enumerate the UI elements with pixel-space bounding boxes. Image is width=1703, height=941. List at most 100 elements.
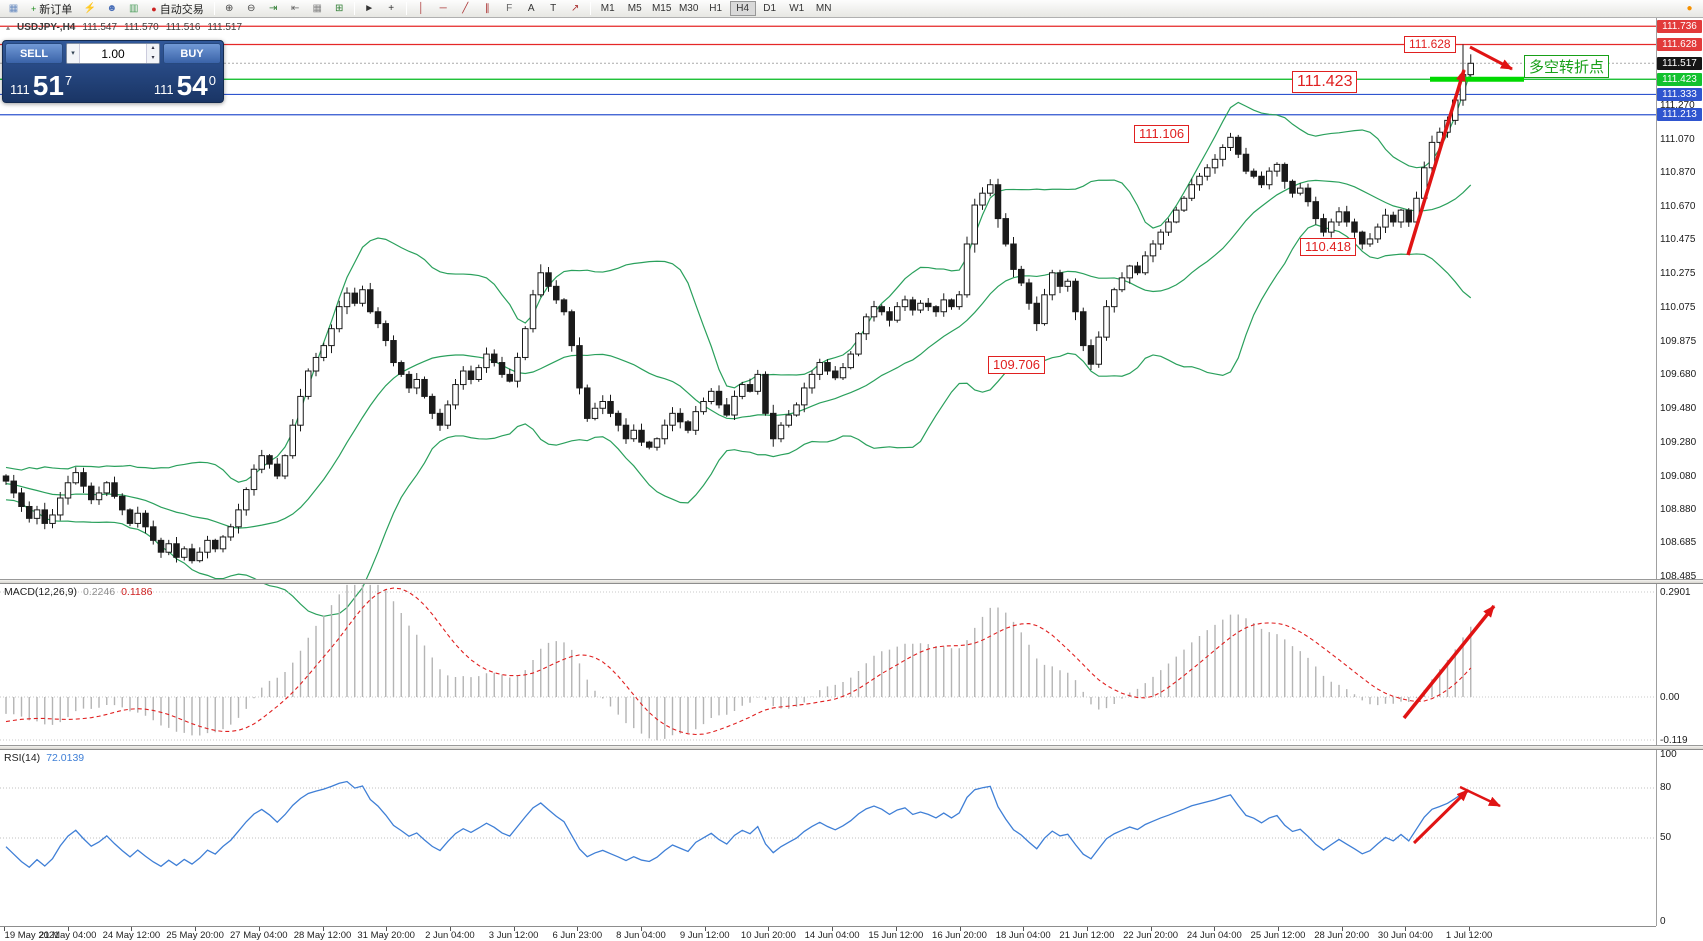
time-axis-label: 16 Jun 20:00: [932, 930, 987, 941]
label-icon: T: [550, 3, 557, 14]
trade-panel-controls: SELL ▾ ▴▾ BUY: [3, 41, 223, 66]
new-order-button[interactable]: + 新订单: [25, 1, 78, 16]
rsi-panel: [0, 780, 1656, 869]
price-annotation[interactable]: 111.423: [1292, 71, 1358, 93]
vertical-line-icon[interactable]: │: [411, 1, 432, 16]
zoom-out-icon[interactable]: ⊖: [241, 1, 262, 16]
timeframe-button-h4[interactable]: H4: [729, 1, 756, 16]
timeframe-button-d1[interactable]: D1: [757, 1, 783, 16]
price-level-box: 111.517: [1657, 56, 1702, 70]
time-axis-tick: [1405, 927, 1407, 931]
time-axis-tick: [322, 927, 324, 931]
crosshair-icon: +: [388, 3, 395, 14]
auto-scroll-icon: ⇥: [269, 3, 278, 14]
price-annotation[interactable]: 111.106: [1134, 125, 1190, 144]
time-axis[interactable]: 19 May 2021 21 May 04:00 24 May 12:00 25 Ma…: [0, 926, 1656, 941]
bollinger-lower: [5, 224, 1472, 617]
time-axis-label: 6 Jun 23:00: [552, 930, 603, 941]
price-axis-label: 110.075: [1660, 302, 1696, 313]
auto-scroll-icon[interactable]: ⇥: [263, 1, 284, 16]
arrows-icon[interactable]: ↗: [565, 1, 586, 16]
cursor-icon[interactable]: ►: [359, 1, 380, 16]
time-axis-tick: [513, 927, 515, 931]
time-axis-label: 25 May 20:00: [166, 930, 224, 941]
sell-button[interactable]: SELL: [5, 43, 63, 64]
volume-dropdown-icon[interactable]: ▾: [67, 44, 80, 63]
bar-high-value: 111.570: [124, 22, 159, 33]
time-axis-label: 28 Jun 20:00: [1314, 930, 1370, 941]
rsi-axis-label: 80: [1660, 782, 1672, 794]
time-axis-label: 21 Jun 12:00: [1059, 930, 1115, 941]
time-axis-tick: [1278, 927, 1279, 931]
chart-shift-icon[interactable]: ⇤: [285, 1, 306, 16]
grid-icon[interactable]: ▦: [307, 1, 328, 16]
new-window-icon[interactable]: ⊞: [329, 1, 350, 16]
label-icon[interactable]: T: [543, 1, 564, 16]
charts-icon[interactable]: ▦: [3, 1, 24, 16]
price-annotation[interactable]: 110.418: [1300, 238, 1357, 257]
vertical-line-icon: │: [418, 3, 425, 14]
chart-mode-icon: ▥: [129, 3, 139, 14]
notification-icon[interactable]: ●: [1679, 1, 1700, 16]
channel-icon: ∥: [484, 3, 490, 14]
turning-point-note[interactable]: 多空转折点: [1524, 55, 1610, 78]
spinner-up-icon[interactable]: ▴: [151, 45, 155, 51]
price-axis[interactable]: 111.270 111.070 110.870 110.670 110.475 110.2…: [1657, 18, 1703, 927]
panel-separator-rsi[interactable]: [0, 745, 1703, 750]
macd-main-value: 0.2246: [82, 586, 116, 598]
zoom-in-icon: ⊕: [225, 3, 234, 14]
macd-label: MACD(12,26,9) 0.2246 0.1186: [4, 586, 152, 598]
price-level-box: 111.333: [1657, 87, 1702, 101]
new-order-icon: +: [31, 3, 37, 14]
trend-arrows: [1402, 45, 1513, 845]
time-axis-label: 3 Jun 12:00: [488, 930, 539, 941]
lightning-icon[interactable]: ⚡: [79, 1, 100, 16]
timeframe-button-m5[interactable]: M5: [622, 1, 648, 16]
channel-icon[interactable]: ∥: [477, 1, 498, 16]
red-trend-arrow: [1469, 45, 1513, 71]
horizontal-line-icon[interactable]: ─: [433, 1, 454, 16]
price-level-box: 111.736: [1657, 19, 1702, 33]
symbol-name: USDJPY-,H4: [17, 22, 76, 33]
price-annotation[interactable]: 109.706: [988, 356, 1045, 375]
profile-icon[interactable]: ☻: [101, 1, 122, 16]
notification-icon: ●: [1686, 3, 1693, 14]
rsi-name: RSI(14): [4, 752, 41, 764]
spinner-down-icon[interactable]: ▾: [151, 54, 155, 61]
buy-price-prefix: 111: [153, 82, 174, 97]
toolbar-separator: [405, 2, 407, 15]
timeframe-button-h1[interactable]: H1: [703, 1, 729, 16]
timeframe-button-w1[interactable]: W1: [784, 1, 810, 16]
crosshair-icon[interactable]: +: [381, 1, 402, 16]
timeframe-button-m15[interactable]: M15: [649, 1, 675, 16]
volume-spinner[interactable]: ▴ ▾: [146, 44, 159, 63]
rsi-axis-label: 100: [1660, 749, 1677, 761]
fibonacci-icon[interactable]: F: [499, 1, 520, 16]
panel-separator-macd[interactable]: [0, 579, 1703, 584]
timeframe-button-m30[interactable]: M30: [676, 1, 702, 16]
volume-input[interactable]: [80, 44, 146, 63]
price-annotation[interactable]: 111.628: [1404, 36, 1456, 53]
buy-button[interactable]: BUY: [163, 43, 221, 64]
trade-panel-prices: 111 51 7 111 54 0: [3, 66, 223, 102]
new-order-button-label: 新订单: [39, 3, 73, 16]
trendline-icon[interactable]: ╱: [455, 1, 476, 16]
time-axis-tick: [1086, 927, 1088, 931]
autotrade-button[interactable]: ● 自动交易: [145, 1, 209, 16]
timeframe-button-mn[interactable]: MN: [811, 1, 837, 16]
time-axis-label: 24 May 12:00: [102, 930, 161, 941]
time-axis-label: 10 Jun 20:00: [740, 930, 796, 941]
time-axis-tick: [959, 927, 961, 931]
time-axis-tick: [386, 927, 388, 931]
arrows-icon: ↗: [571, 3, 580, 14]
toolbar-separator: [213, 2, 215, 15]
timeframe-button-m1[interactable]: M1: [595, 1, 621, 16]
zoom-in-icon[interactable]: ⊕: [219, 1, 240, 16]
time-axis-tick: [768, 927, 770, 931]
autotrade-button-label: 自动交易: [159, 3, 204, 16]
chart-mode-icon[interactable]: ▥: [123, 1, 144, 16]
text-icon[interactable]: A: [521, 1, 542, 16]
time-axis-label: 14 Jun 04:00: [804, 930, 860, 941]
price-axis-label: 109.280: [1660, 436, 1697, 448]
